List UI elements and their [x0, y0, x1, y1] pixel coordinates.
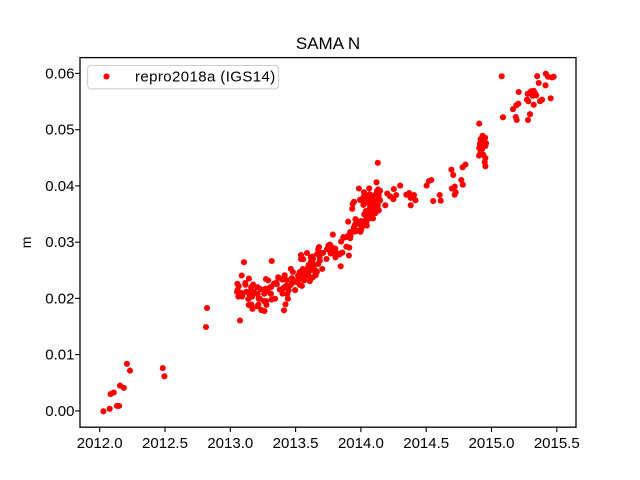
- svg-text:0.03: 0.03: [45, 234, 74, 251]
- svg-text:2012.5: 2012.5: [142, 435, 188, 452]
- svg-text:2015.0: 2015.0: [469, 435, 515, 452]
- svg-text:0.02: 0.02: [45, 290, 74, 307]
- svg-text:2013.0: 2013.0: [207, 435, 253, 452]
- svg-text:2012.0: 2012.0: [77, 435, 123, 452]
- svg-text:0.00: 0.00: [45, 403, 74, 420]
- svg-text:m: m: [18, 237, 34, 249]
- svg-text:2014.0: 2014.0: [338, 435, 384, 452]
- svg-text:2014.5: 2014.5: [403, 435, 449, 452]
- svg-text:0.01: 0.01: [45, 347, 74, 364]
- svg-text:2015.5: 2015.5: [534, 435, 580, 452]
- svg-text:0.04: 0.04: [45, 178, 74, 195]
- svg-text:0.05: 0.05: [45, 122, 74, 139]
- svg-text:0.06: 0.06: [45, 65, 74, 82]
- svg-text:2013.5: 2013.5: [273, 435, 319, 452]
- svg-text:SAMA N: SAMA N: [296, 34, 360, 53]
- svg-text:repro2018a (IGS14): repro2018a (IGS14): [135, 69, 276, 86]
